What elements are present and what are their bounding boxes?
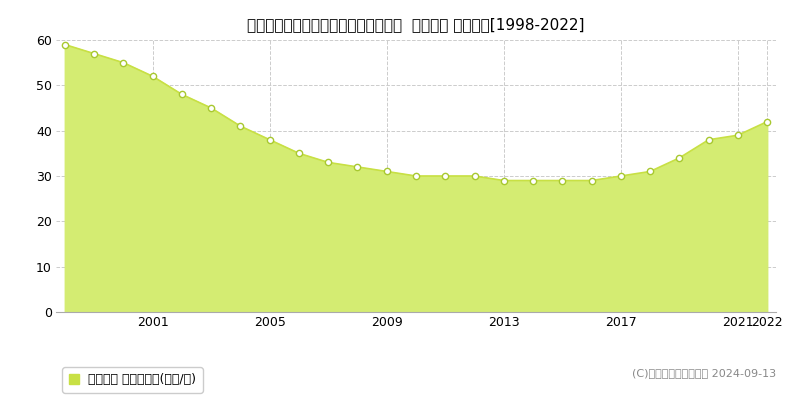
Legend: 地価公示 平均坪単価(万円/坪): 地価公示 平均坪単価(万円/坪) (62, 367, 202, 393)
Title: 福岡県太宰府市水城１丁目５５番１外  地価公示 地価推移[1998-2022]: 福岡県太宰府市水城１丁目５５番１外 地価公示 地価推移[1998-2022] (247, 17, 585, 32)
Text: (C)土地価格ドットコム 2024-09-13: (C)土地価格ドットコム 2024-09-13 (632, 368, 776, 378)
